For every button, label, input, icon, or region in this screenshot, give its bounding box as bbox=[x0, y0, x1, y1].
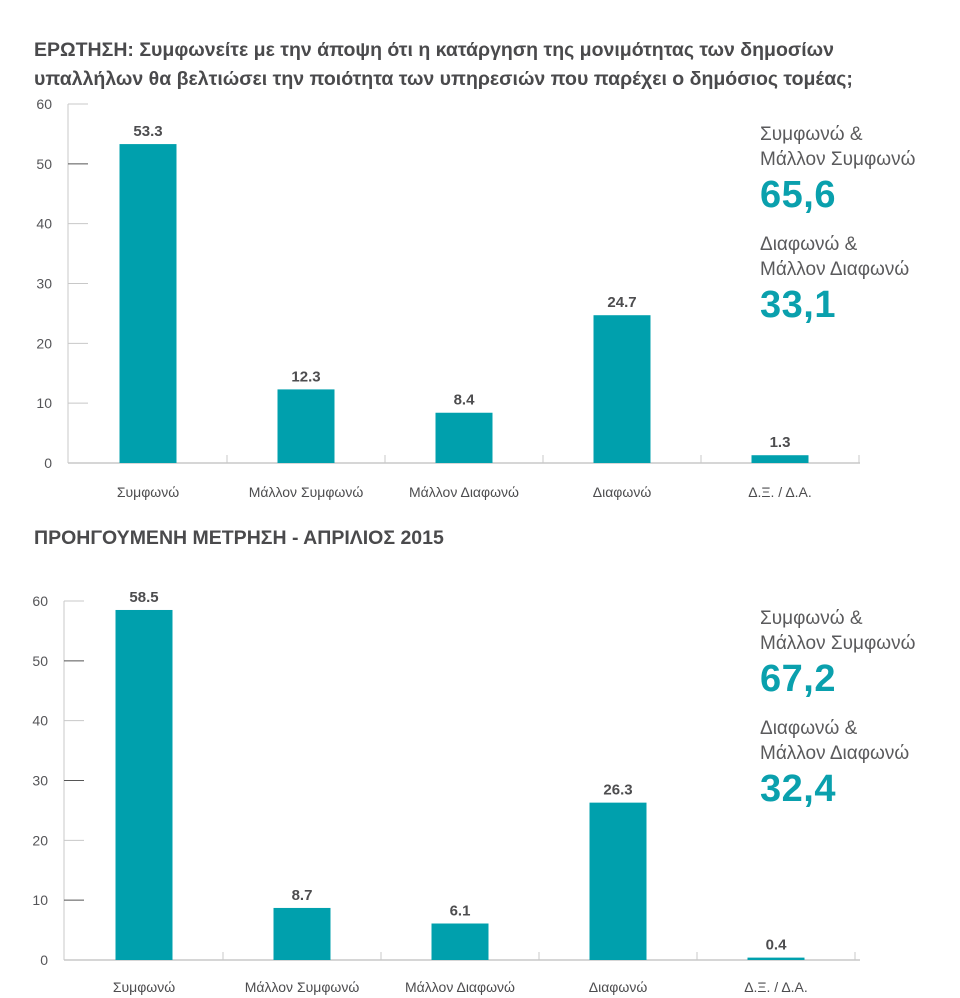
bar bbox=[119, 144, 177, 464]
disagree-summary-value: 33,1 bbox=[760, 284, 836, 326]
bar-value-label: 1.3 bbox=[770, 434, 791, 451]
x-category-label: Συμφωνώ bbox=[117, 484, 179, 500]
y-tick-label: 20 bbox=[32, 832, 48, 848]
bar-value-label: 6.1 bbox=[450, 903, 471, 920]
y-tick-label: 50 bbox=[36, 156, 52, 172]
agree-summary-value: 65,6 bbox=[760, 174, 836, 216]
x-category-label: Δ.Ξ. / Δ.Α. bbox=[744, 979, 808, 995]
disagree-summary-label-line1: Διαφωνώ & bbox=[760, 234, 858, 255]
y-tick-label: 20 bbox=[36, 335, 52, 351]
bar-value-label: 53.3 bbox=[133, 123, 162, 140]
y-tick-label: 40 bbox=[32, 713, 48, 729]
bar bbox=[273, 907, 331, 960]
x-category-label: Μάλλον Διαφωνώ bbox=[405, 979, 515, 995]
bar bbox=[431, 923, 489, 960]
agree-summary-label-line1: Συμφωνώ & bbox=[760, 608, 863, 629]
disagree-summary-label-line1: Διαφωνώ & bbox=[760, 718, 858, 739]
current-survey-chart: 0 10 20 30 40 50 60 53.3 Συμφωνώ 12.3 Μάλλον Συμφω… bbox=[36, 96, 860, 500]
bar bbox=[593, 315, 651, 463]
bar-value-label: 58.5 bbox=[129, 589, 158, 606]
bar-value-label: 12.3 bbox=[291, 368, 320, 385]
y-tick-label: 40 bbox=[36, 216, 52, 232]
y-tick-label: 30 bbox=[32, 773, 48, 789]
x-category-label: Μάλλον Συμφωνώ bbox=[245, 979, 360, 995]
y-tick-label: 60 bbox=[36, 96, 52, 112]
disagree-summary-label-line2: Μάλλον Διαφωνώ bbox=[760, 743, 910, 764]
bar-value-label: 26.3 bbox=[603, 782, 632, 799]
question-title: ΕΡΩΤΗΣΗ: Συμφωνείτε με την άποψη ότι η κ… bbox=[34, 39, 853, 90]
bar-value-label: 8.7 bbox=[292, 887, 313, 904]
bar-value-label: 8.4 bbox=[454, 392, 476, 409]
disagree-summary-value: 32,4 bbox=[760, 768, 836, 810]
x-category-label: Δ.Ξ. / Δ.Α. bbox=[748, 484, 812, 500]
y-tick-label: 0 bbox=[40, 952, 48, 968]
bar bbox=[747, 957, 805, 960]
bar bbox=[435, 412, 493, 463]
y-tick-label: 60 bbox=[32, 593, 48, 609]
previous-measurement-title: ΠΡΟΗΓΟΥΜΕΝΗ ΜΕΤΡΗΣΗ - ΑΠΡΙΛΙΟΣ 2015 bbox=[34, 527, 444, 549]
previous-summary: Συμφωνώ & Μάλλον Συμφωνώ 67,2 Διαφωνώ & … bbox=[760, 606, 960, 826]
bar-value-label: 0.4 bbox=[766, 937, 788, 954]
x-category-label: Συμφωνώ bbox=[113, 979, 175, 995]
bar bbox=[589, 802, 647, 960]
x-category-label: Διαφωνώ bbox=[589, 979, 648, 995]
bar bbox=[115, 609, 173, 960]
x-category-label: Μάλλον Διαφωνώ bbox=[409, 484, 519, 500]
disagree-summary-label-line2: Μάλλον Διαφωνώ bbox=[760, 259, 910, 280]
current-summary: Συμφωνώ & Μάλλον Συμφωνώ 65,6 Διαφωνώ & … bbox=[760, 122, 960, 342]
agree-summary-label-line1: Συμφωνώ & bbox=[760, 124, 863, 145]
y-tick-label: 10 bbox=[32, 892, 48, 908]
y-tick-label: 50 bbox=[32, 653, 48, 669]
agree-summary-label-line2: Μάλλον Συμφωνώ bbox=[760, 149, 916, 170]
bar bbox=[277, 389, 335, 463]
agree-summary-label-line2: Μάλλον Συμφωνώ bbox=[760, 633, 916, 654]
y-tick-label: 10 bbox=[36, 395, 52, 411]
x-category-label: Διαφωνώ bbox=[593, 484, 652, 500]
bar-value-label: 24.7 bbox=[607, 294, 636, 311]
y-tick-label: 0 bbox=[44, 455, 52, 471]
y-tick-label: 30 bbox=[36, 276, 52, 292]
agree-summary-value: 67,2 bbox=[760, 658, 836, 700]
bar bbox=[751, 455, 809, 463]
x-category-label: Μάλλον Συμφωνώ bbox=[249, 484, 364, 500]
